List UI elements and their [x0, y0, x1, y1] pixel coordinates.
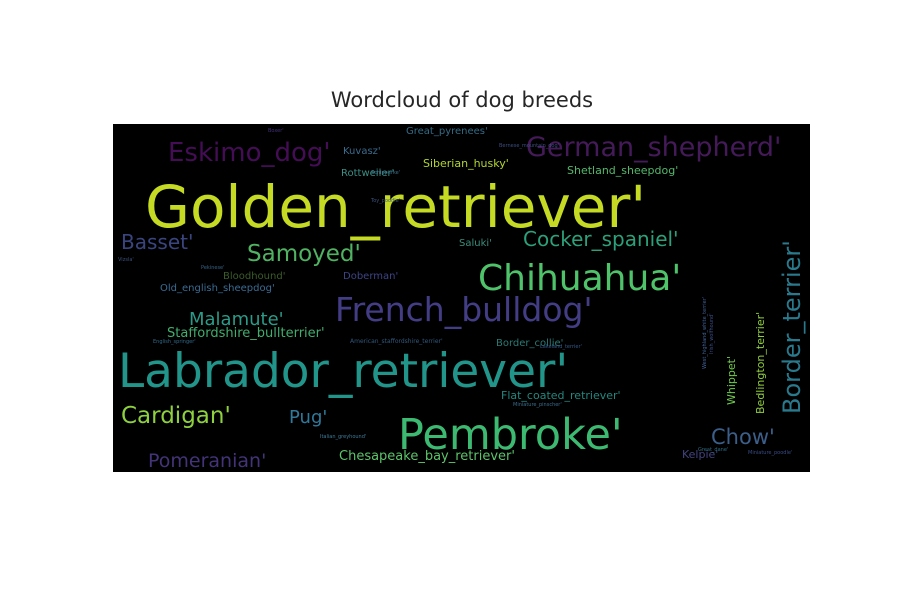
word-lakeland-terrier: Lakeland_terrier' [540, 344, 582, 350]
wordcloud-svg: Golden_retriever' Labrador_retriever' Pemb… [118, 126, 806, 472]
word-staffordshire-bullterrier: Staffordshire_bullterrier' [167, 326, 325, 341]
word-flat-coated-retriever: Flat_coated_retriever' [501, 389, 621, 402]
word-pekinese: Pekinese' [201, 265, 225, 271]
word-boxer: Boxer' [268, 128, 284, 134]
word-schipperke: Schipperke' [371, 170, 400, 176]
word-old-english-sheepdog: Old_english_sheepdog' [160, 283, 275, 294]
word-english-springer: English_springer' [153, 339, 196, 345]
word-golden-retriever: Golden_retriever' [145, 173, 646, 241]
word-bedlington-terrier: Bedlington_terrier' [754, 312, 767, 414]
word-west-highland-white-terrier: West_highland_white_terrier' [702, 297, 708, 369]
word-labrador-retriever: Labrador_retriever' [118, 344, 568, 399]
word-basset: Basset' [121, 230, 193, 254]
word-samoyed: Samoyed' [247, 241, 361, 267]
word-chow: Chow' [711, 425, 775, 449]
word-rottweiler: Rottweiler' [341, 168, 394, 179]
word-chesapeake-bay-retriever: Chesapeake_bay_retriever' [339, 449, 515, 464]
word-american-staffordshire-terrier: American_staffordshire_terrier' [350, 338, 443, 345]
word-saluki: Saluki' [459, 238, 492, 249]
word-bloodhound: Bloodhound' [223, 271, 285, 282]
word-siberian-husky: Siberian_husky' [423, 157, 509, 170]
word-border-collie: Border_collie' [496, 338, 563, 349]
word-doberman: Doberman' [343, 271, 398, 282]
word-german-shepherd: German_shepherd' [526, 132, 781, 163]
word-shetland-sheepdog: Shetland_sheepdog' [567, 164, 678, 177]
word-cardigan: Cardigan' [121, 403, 231, 429]
word-french-bulldog: French_bulldog' [335, 290, 593, 329]
word-eskimo-dog: Eskimo_dog' [168, 138, 331, 168]
word-pug: Pug' [289, 407, 327, 428]
word-kuvasz: Kuvasz' [343, 146, 381, 157]
word-italian-greyhound: Italian_greyhound' [320, 434, 366, 440]
word-kelpie: Kelpie' [682, 448, 718, 461]
word-great-dane: Great_dane' [698, 447, 728, 453]
word-pembroke: Pembroke' [398, 410, 623, 460]
word-border-terrier: Border_terrier' [778, 240, 806, 414]
word-miniature-poodle: Miniature_poodle' [748, 450, 792, 456]
word-miniature-pinscher: Miniature_pinscher' [513, 402, 562, 408]
word-irish-wolfhound: Irish_wolfhound' [709, 313, 715, 354]
word-bernese-mountain-dog: Bernese_mountain_dog' [499, 143, 559, 149]
chart-title: Wordcloud of dog breeds [330, 88, 594, 112]
word-cocker-spaniel: Cocker_spaniel' [523, 227, 679, 251]
word-toy-poodle: Toy_poodle' [370, 198, 400, 204]
word-chihuahua: Chihuahua' [478, 258, 681, 299]
word-whippet: Whippet' [725, 356, 738, 405]
word-pomeranian: Pomeranian' [148, 450, 266, 472]
wordcloud-panel: Golden_retriever' Labrador_retriever' Pemb… [113, 124, 810, 472]
word-great-pyrenees: Great_pyrenees' [406, 126, 488, 137]
word-vizsla: Vizsla' [118, 257, 134, 263]
word-malamute: Malamute' [189, 309, 284, 330]
